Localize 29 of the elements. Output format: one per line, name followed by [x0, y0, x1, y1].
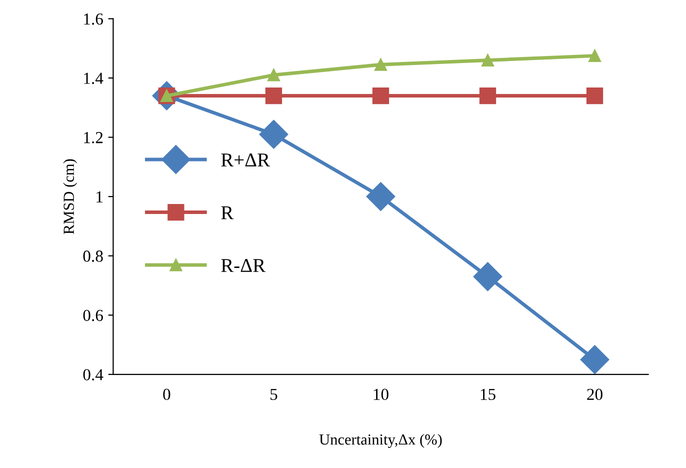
point — [481, 54, 494, 66]
x-axis-title: Uncertainity,Δx (%) — [319, 434, 442, 448]
x-tick-label: 0 — [163, 388, 170, 400]
y-tick-label: 1 — [96, 191, 102, 202]
point — [586, 87, 604, 104]
x-tick-label: 5 — [270, 388, 278, 400]
point — [374, 58, 387, 71]
y-tick-label: 1.4 — [84, 72, 104, 84]
legend-label: R+ΔR — [221, 153, 270, 166]
y-tick-label: 0.8 — [83, 250, 103, 262]
y-tick-label: 0.6 — [83, 310, 103, 322]
legend-label: R — [221, 206, 234, 220]
point — [580, 345, 610, 374]
point — [259, 120, 288, 149]
x-tick-label: 15 — [480, 388, 496, 400]
point — [479, 87, 496, 104]
x-tick-label: 20 — [587, 388, 602, 400]
x-tick-label: 10 — [374, 388, 388, 400]
legend-label: R-ΔR — [221, 258, 266, 272]
y-tick-label: 1.2 — [84, 132, 103, 144]
point — [372, 87, 390, 104]
y-axis-title: RMSD (cm) — [63, 159, 78, 234]
point — [473, 262, 502, 292]
y-tick-label: 0.4 — [83, 369, 104, 380]
point — [267, 68, 280, 82]
point — [366, 182, 396, 212]
y-tick-label: 1.6 — [84, 13, 103, 25]
point — [265, 87, 282, 104]
point — [588, 50, 602, 62]
